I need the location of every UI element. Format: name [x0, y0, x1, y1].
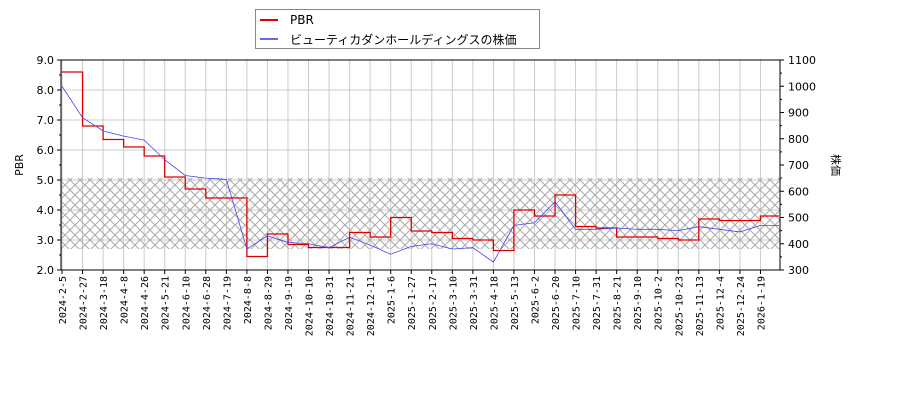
- left-tick-label: 2.0: [37, 264, 55, 277]
- price-line: [61, 86, 779, 263]
- legend-label-pbr: PBR: [290, 13, 314, 27]
- legend-item-price: ビューティカダンホールディングスの株価: [260, 30, 516, 48]
- left-tick-label: 5.0: [37, 174, 55, 187]
- x-tick-label: 2024-5-21: [161, 276, 172, 330]
- right-axis: 1100 1000 900 800 700 600 500 400 300: [780, 54, 816, 277]
- x-tick-label: 2024-8-8: [243, 276, 254, 324]
- x-tick-label: 2025-6-20: [551, 276, 562, 330]
- x-tick-label: 2024-4-26: [140, 276, 151, 330]
- right-tick-label: 300: [788, 264, 809, 277]
- x-tick-label: 2025-3-31: [469, 276, 480, 330]
- left-axis-label: PBR: [13, 154, 26, 176]
- x-tick-label: 2025-3-10: [448, 276, 459, 330]
- x-tick-label: 2025-1-27: [407, 276, 418, 330]
- left-tick-label: 8.0: [37, 84, 55, 97]
- x-tick-label: 2024-12-11: [366, 276, 377, 336]
- right-tick-label: 600: [788, 185, 809, 198]
- legend: PBR ビューティカダンホールディングスの株価: [255, 9, 540, 49]
- right-tick-label: 500: [788, 212, 809, 225]
- x-tick-label: 2025-2-17: [428, 276, 439, 330]
- x-tick-label: 2025-4-18: [489, 276, 500, 330]
- x-tick-label: 2025-9-10: [633, 276, 644, 330]
- x-tick-label: 2025-5-13: [510, 276, 521, 330]
- x-tick-label: 2024-9-19: [284, 276, 295, 330]
- x-axis: 2024-2-5 2024-2-27 2024-3-18 2024-4-8 2024-4…: [58, 270, 767, 336]
- left-axis: 9.0 8.0 7.0 6.0 5.0 4.0 3.0 2.0: [37, 54, 61, 277]
- x-tick-label: 2024-6-10: [181, 276, 192, 330]
- pbr-swatch-icon: [260, 19, 278, 21]
- x-tick-label: 2025-6-2: [530, 276, 541, 324]
- price-swatch-icon: [260, 38, 278, 40]
- legend-label-price: ビューティカダンホールディングスの株価: [290, 32, 517, 47]
- x-tick-label: 2024-2-27: [79, 276, 90, 330]
- x-tick-label: 2024-6-28: [202, 276, 213, 330]
- right-tick-label: 700: [788, 159, 809, 172]
- x-tick-label: 2024-10-31: [325, 276, 336, 336]
- x-tick-label: 2024-2-5: [58, 276, 69, 324]
- x-tick-label: 2024-11-21: [346, 276, 357, 336]
- x-tick-label: 2024-7-19: [222, 276, 233, 330]
- x-tick-label: 2024-10-10: [305, 276, 316, 336]
- x-tick-label: 2025-12-24: [736, 276, 747, 336]
- left-tick-label: 7.0: [37, 114, 55, 127]
- pbr-line: [62, 71, 779, 258]
- left-tick-label: 6.0: [37, 144, 55, 157]
- x-tick-label: 2025-10-2: [654, 276, 665, 330]
- x-tick-label: 2025-11-13: [695, 276, 706, 336]
- x-tick-label: 2025-10-23: [674, 276, 685, 336]
- x-tick-label: 2024-4-8: [120, 276, 131, 324]
- right-tick-label: 900: [788, 107, 809, 120]
- x-tick-label: 2024-8-29: [263, 276, 274, 330]
- x-tick-label: 2025-1-6: [387, 276, 398, 324]
- right-tick-label: 400: [788, 238, 809, 251]
- right-tick-label: 800: [788, 133, 809, 146]
- x-tick-label: 2024-3-18: [99, 276, 110, 330]
- shaded-band: [61, 177, 780, 249]
- x-tick-label: 2025-7-10: [572, 276, 583, 330]
- legend-item-pbr: PBR: [260, 11, 314, 29]
- x-tick-label: 2026-1-19: [756, 276, 767, 330]
- right-tick-label: 1000: [788, 80, 816, 93]
- x-tick-label: 2025-7-31: [592, 276, 603, 330]
- left-tick-label: 9.0: [37, 54, 55, 67]
- x-tick-label: 2025-12-4: [715, 276, 726, 330]
- right-tick-label: 1100: [788, 54, 816, 67]
- x-tick-label: 2025-8-21: [613, 276, 624, 330]
- left-tick-label: 3.0: [37, 234, 55, 247]
- right-axis-label: 株価: [829, 154, 843, 176]
- left-tick-label: 4.0: [37, 204, 55, 217]
